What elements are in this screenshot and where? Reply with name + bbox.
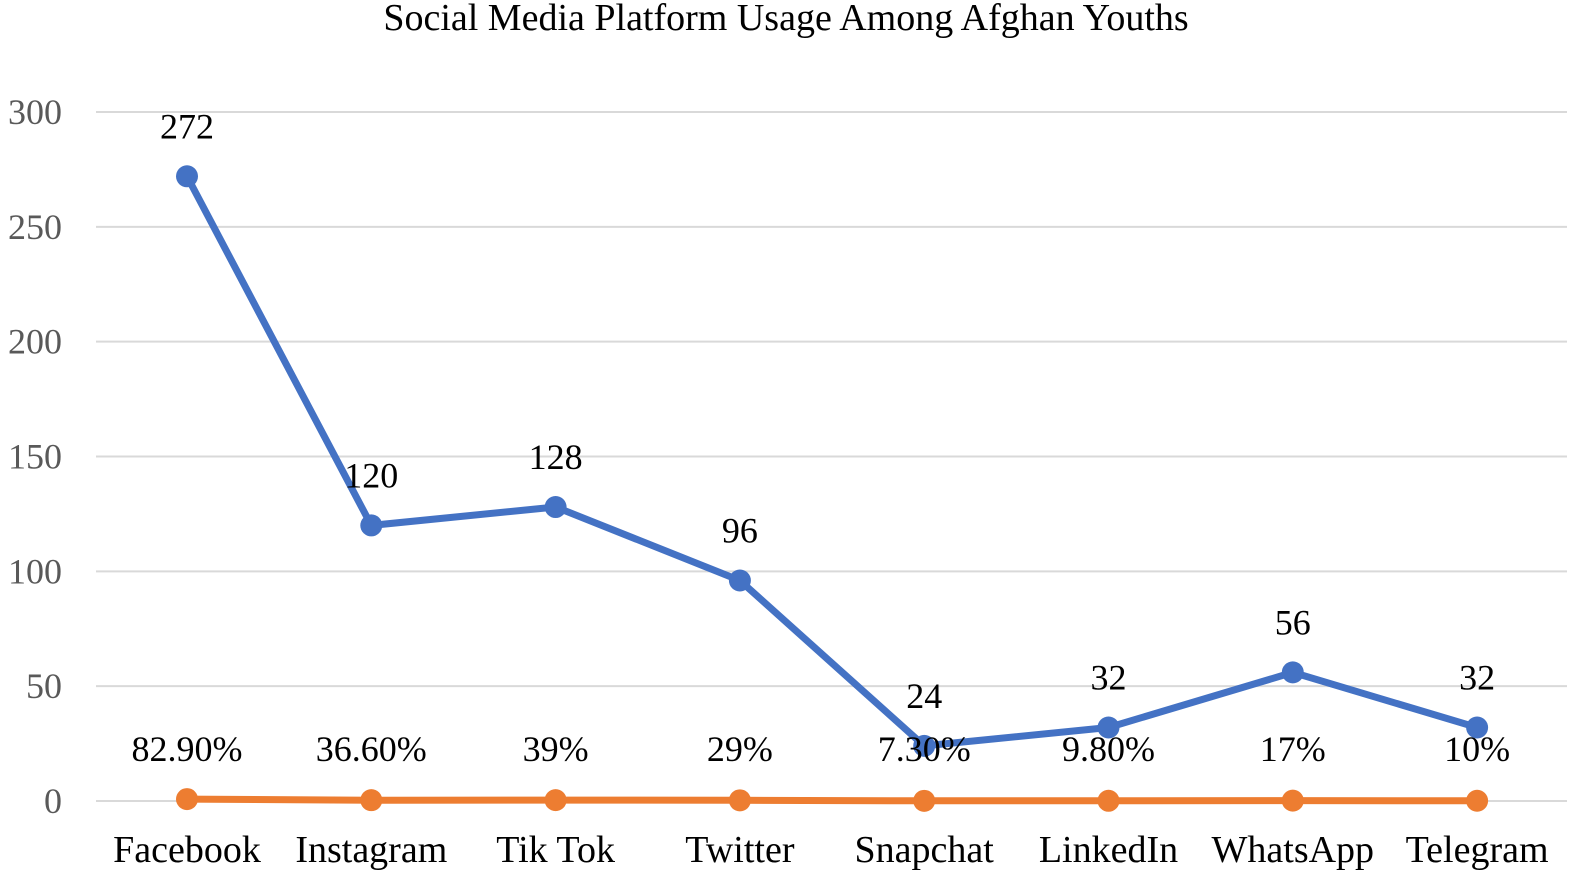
series-1-point-facebook <box>176 165 198 188</box>
x-tick-label-whatsapp: WhatsApp <box>1212 829 1375 871</box>
x-tick-label-instagram: Instagram <box>295 829 447 871</box>
series-2-point-tik-tok <box>544 789 567 812</box>
y-tick-label-300: 300 <box>8 92 62 132</box>
series-2-point-twitter <box>728 789 751 812</box>
series-2-data-label: 17% <box>1260 729 1326 769</box>
series-1-data-label: 56 <box>1275 602 1311 642</box>
series-2-data-label: 7.30% <box>878 729 971 769</box>
series-2-point-instagram <box>360 789 383 812</box>
x-axis: Facebook Instagram Tik Tok Twitter Snapchat L… <box>113 829 1548 871</box>
series-1-data-label: 32 <box>1091 658 1127 698</box>
y-tick-label-0: 0 <box>44 781 62 821</box>
series-2-data-label: 10% <box>1444 729 1510 769</box>
series-1-point-snapchat <box>913 734 936 757</box>
y-tick-label-100: 100 <box>8 551 62 591</box>
x-tick-label-snapchat: Snapchat <box>855 829 995 871</box>
series-2-data-label: 29% <box>707 729 773 769</box>
series-1-point-linkedin <box>1097 716 1120 739</box>
series-1-data-label: 272 <box>160 106 214 146</box>
series-2-data-label: 36.60% <box>316 729 427 769</box>
series-1-data-label: 24 <box>906 676 942 716</box>
series-1-point-whatsapp <box>1281 661 1304 684</box>
series-1-point-tik-tok <box>544 496 567 519</box>
series-1-data-label: 120 <box>344 455 398 495</box>
series-1-line <box>183 172 1481 750</box>
x-tick-label-tik-tok: Tik Tok <box>496 829 615 871</box>
series-2-point-whatsapp <box>1281 789 1304 812</box>
y-tick-label-50: 50 <box>26 666 62 706</box>
series-1-data-label: 32 <box>1459 658 1495 698</box>
x-tick-label-linkedin: LinkedIn <box>1039 829 1178 871</box>
series-1-point-telegram <box>1466 716 1489 739</box>
series-1-point-instagram <box>360 514 383 537</box>
series-2-line <box>183 795 1481 805</box>
x-tick-label-telegram: Telegram <box>1406 829 1549 871</box>
y-tick-label-250: 250 <box>8 207 62 247</box>
series-1-data-label: 96 <box>722 511 758 551</box>
series-2-data-label: 39% <box>523 729 589 769</box>
series-2-data-label: 9.80% <box>1062 729 1155 769</box>
series-2-data-label: 82.90% <box>132 729 243 769</box>
series-2-point-telegram <box>1466 789 1489 812</box>
series-2-point-snapchat <box>913 789 936 812</box>
y-tick-label-150: 150 <box>8 437 62 477</box>
series-1-point-twitter <box>728 569 751 592</box>
series-1-data-label: 128 <box>529 437 583 477</box>
series-layer <box>176 165 1489 812</box>
x-tick-label-twitter: Twitter <box>685 829 795 871</box>
gridlines <box>96 111 1567 802</box>
series-2-point-linkedin <box>1097 789 1120 812</box>
chart-title: Social Media Platform Usage Among Afghan… <box>383 0 1188 39</box>
y-tick-label-200: 200 <box>8 322 62 362</box>
y-axis: 0 50 100 150 200 250 300 <box>8 92 62 821</box>
x-tick-label-facebook: Facebook <box>113 829 261 871</box>
series-2-point-facebook <box>176 788 198 811</box>
data-labels: 272 120 128 96 24 32 56 32 82.90% 36.60% 39% 29% 7.3… <box>132 106 1511 769</box>
